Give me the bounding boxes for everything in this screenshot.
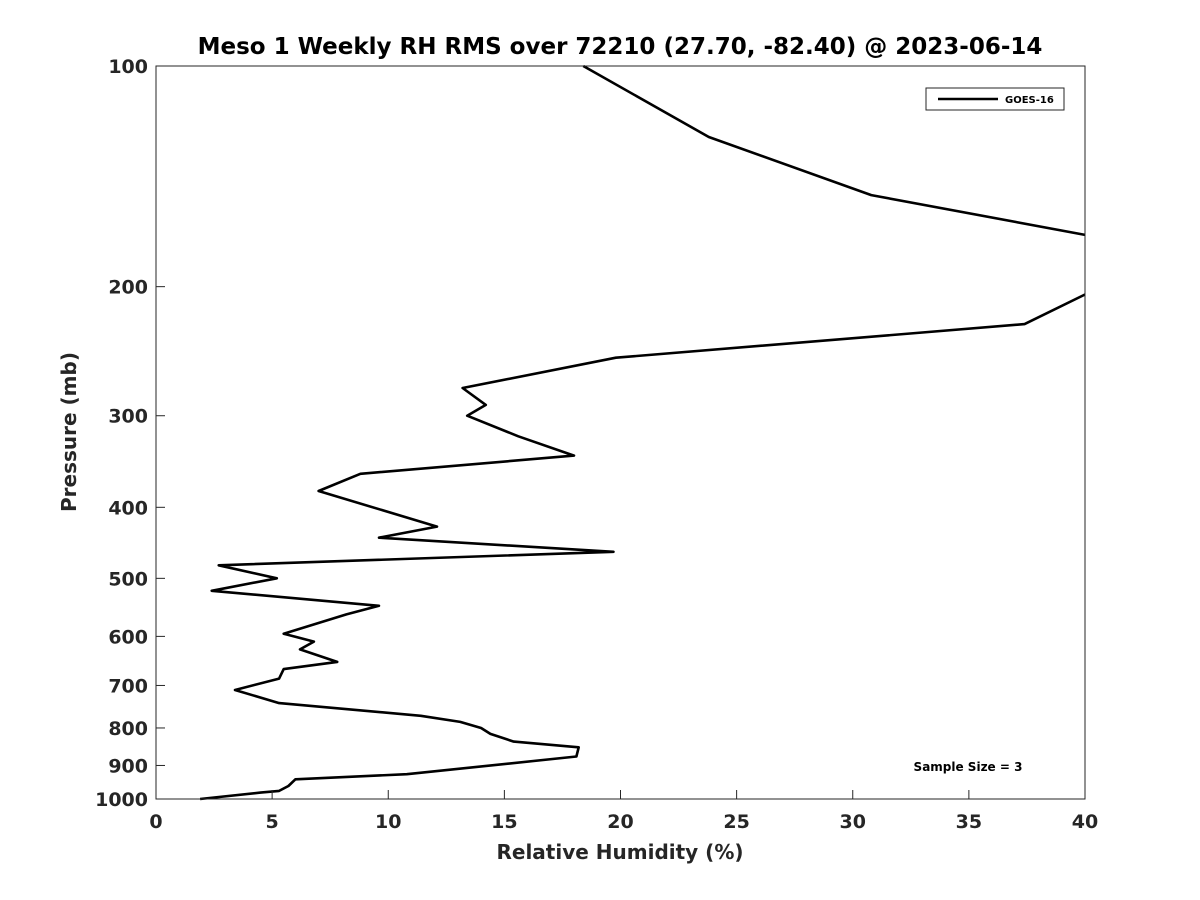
- y-tick-label: 500: [108, 568, 148, 590]
- y-tick-label: 1000: [95, 789, 148, 811]
- y-tick-label: 400: [108, 497, 148, 519]
- y-tick-label: 600: [108, 626, 148, 648]
- x-tick-label: 25: [723, 811, 749, 833]
- x-tick-label: 10: [375, 811, 401, 833]
- sample-size-annotation: Sample Size = 3: [914, 760, 1023, 774]
- x-axis-label: Relative Humidity (%): [496, 840, 743, 864]
- y-tick-label: 200: [108, 277, 148, 299]
- x-tick-label: 40: [1072, 811, 1098, 833]
- y-tick-label: 700: [108, 675, 148, 697]
- x-tick-label: 5: [266, 811, 279, 833]
- plot-frame: [155, 65, 1086, 800]
- series-line-goes-16-segment-2: [199, 293, 1086, 801]
- series-layer: [199, 64, 1086, 801]
- series-line-goes-16-segment-1: [582, 64, 1086, 237]
- legend: GOES-16: [925, 87, 1065, 111]
- y-axis: 100 200 300 400 500 600 700 800 900 1000: [95, 56, 165, 811]
- x-tick-label: 15: [491, 811, 517, 833]
- legend-entry-goes-16: GOES-16: [1005, 95, 1054, 106]
- x-tick-label: 35: [956, 811, 982, 833]
- y-tick-label: 800: [108, 718, 148, 740]
- y-axis-label: Pressure (mb): [57, 352, 81, 512]
- x-axis: 0 5 10 15 20 25 30 35 40: [149, 790, 1098, 833]
- x-tick-label: 0: [149, 811, 162, 833]
- x-tick-label: 20: [607, 811, 633, 833]
- chart-title: Meso 1 Weekly RH RMS over 72210 (27.70, …: [198, 34, 1043, 60]
- y-tick-label: 100: [108, 56, 148, 78]
- x-tick-label: 30: [840, 811, 866, 833]
- y-tick-label: 900: [108, 755, 148, 777]
- y-tick-label: 300: [108, 406, 148, 428]
